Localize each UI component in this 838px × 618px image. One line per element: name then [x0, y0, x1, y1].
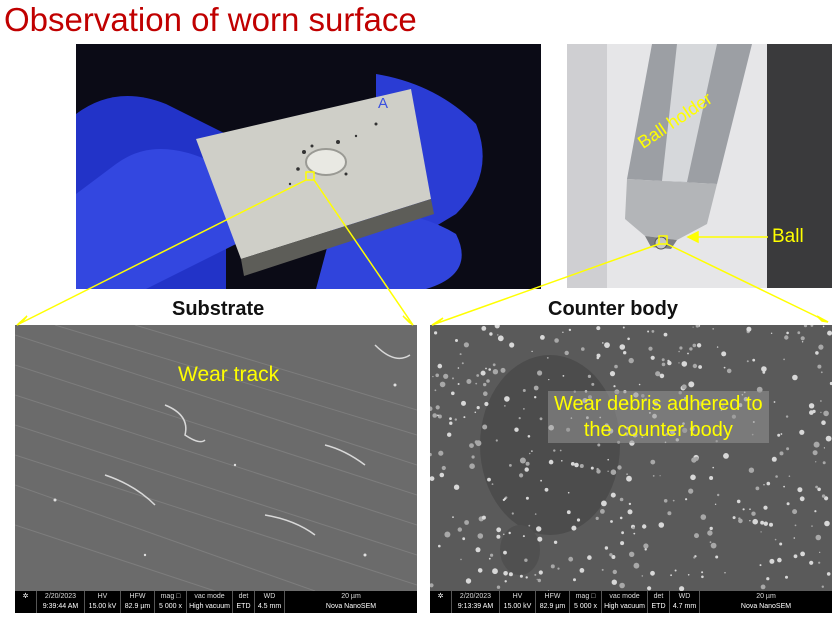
ball-label: Ball: [772, 226, 804, 247]
arrow-head-icon: [431, 317, 444, 326]
arrow-head-icon: [16, 315, 28, 326]
fei-logo-icon: ✲: [430, 591, 452, 613]
sem-databar-left: ✲ 2/20/2023 9:39:44 AM HV 15.00 kV HFW 82.9…: [15, 591, 417, 613]
counter-body-sem-image: Wear debris adhered to the counter body …: [430, 325, 832, 613]
arrow-head-icon: [402, 315, 414, 326]
sample-mark: A: [378, 95, 388, 112]
sem-databar-right: ✲ 2/20/2023 9:13:39 AM HV 15.00 kV HFW 82.9…: [430, 591, 832, 613]
wear-track-label: Wear track: [178, 363, 280, 386]
fei-logo-icon: ✲: [15, 591, 37, 613]
slide-title: Observation of worn surface: [4, 1, 417, 38]
substrate-sem-image: Wear track ✲ 2/20/2023 9:39:44 AM HV 15.00…: [15, 325, 417, 613]
wear-debris-label: Wear debris adhered to the counter body: [548, 391, 769, 443]
wear-debris-label-line2: the counter body: [583, 419, 733, 441]
ball-holder-photo: [567, 44, 832, 288]
arrow-head-icon: [816, 315, 829, 323]
counter-body-caption: Counter body: [548, 298, 678, 320]
substrate-caption: Substrate: [172, 298, 265, 320]
sample-photo: A: [76, 44, 541, 289]
wear-debris-label-line1: Wear debris adhered to: [554, 393, 763, 415]
